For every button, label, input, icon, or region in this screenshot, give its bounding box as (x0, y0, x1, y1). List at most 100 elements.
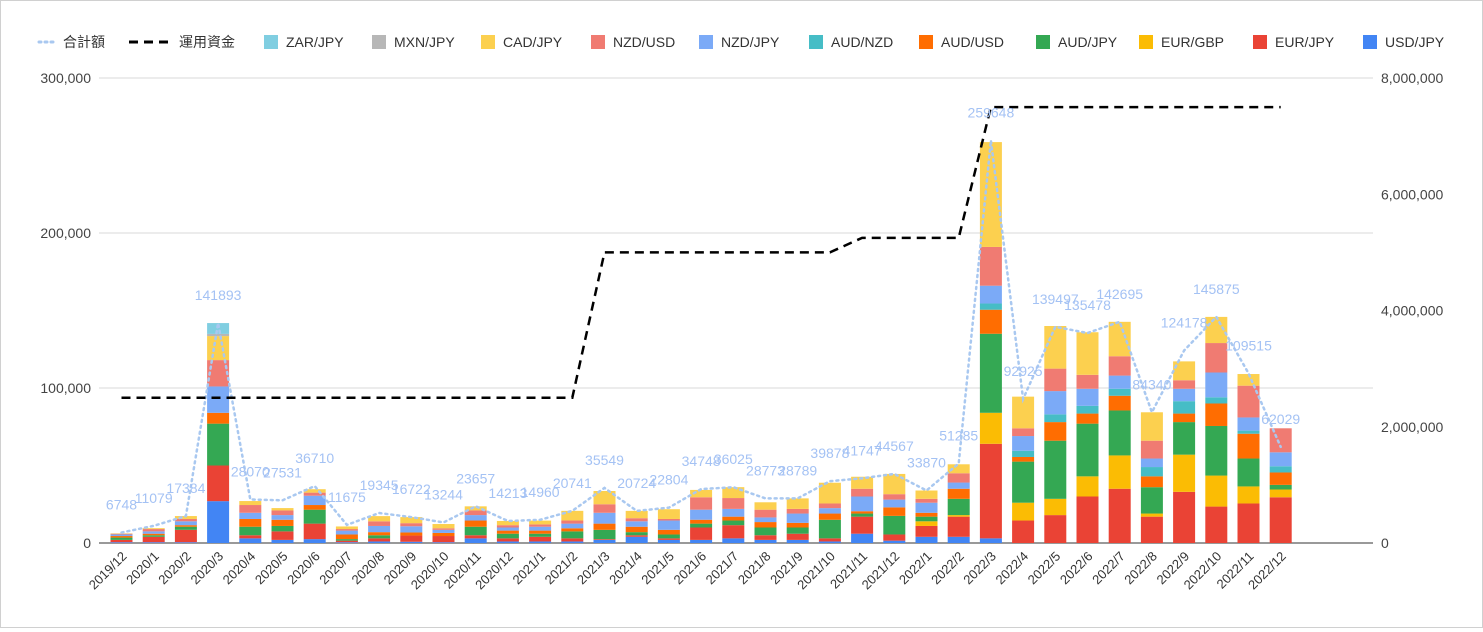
bar-segment (690, 528, 712, 540)
bar-segment (722, 525, 744, 538)
bar-segment (465, 535, 487, 538)
y-right-tick-label: 6,000,000 (1381, 186, 1443, 202)
bar-segment (1077, 332, 1099, 375)
bar-segment (1109, 410, 1131, 455)
bar-segment (851, 511, 873, 513)
bar-segment (916, 526, 938, 537)
bar-segment (1044, 369, 1066, 391)
bar-segment (1205, 404, 1227, 426)
bar-segment (433, 536, 455, 542)
bar-segment (1109, 322, 1131, 356)
legend-swatch (919, 35, 933, 49)
bar-segment (948, 515, 970, 517)
bar-segment (658, 509, 680, 519)
bar-segment (1141, 412, 1163, 440)
bar-segment (207, 413, 229, 424)
bar-segment (368, 516, 390, 521)
bar-segment (433, 528, 455, 530)
bar-segment (980, 538, 1002, 543)
bar-segment (1238, 486, 1260, 503)
bar-segment (851, 489, 873, 497)
legend-swatch (1363, 35, 1377, 49)
bar-segment (1141, 467, 1163, 476)
bar-segment (883, 534, 905, 540)
x-tick-label: 2022/8 (1121, 549, 1160, 588)
x-tick-label: 2021/4 (606, 549, 645, 588)
bar-segment (787, 540, 809, 543)
bar-segment (851, 514, 873, 517)
capital-line (122, 107, 1281, 398)
bar-segment (658, 530, 680, 535)
bar-segment (143, 534, 165, 536)
legend-swatch (1253, 35, 1267, 49)
bar-segment (1044, 515, 1066, 543)
bar-segment (916, 499, 938, 503)
bar-segment (819, 508, 841, 513)
bar-segment (111, 538, 133, 540)
bar-segment (594, 530, 616, 539)
x-tick-label: 2021/5 (638, 549, 677, 588)
bar-segment (368, 541, 390, 543)
bar-segment (143, 531, 165, 533)
legend-label: EUR/GBP (1161, 34, 1224, 50)
bar-segment (1141, 517, 1163, 543)
bar-segment (1238, 417, 1260, 430)
bar-segment (1077, 389, 1099, 406)
bar-segment (239, 501, 261, 505)
bar-segment (980, 286, 1002, 304)
bar-segment (368, 526, 390, 532)
bar-segment (594, 491, 616, 504)
bar-segment (755, 528, 777, 536)
bar-segment (529, 521, 551, 525)
bar-segment (1238, 459, 1260, 487)
data-label: 20741 (553, 475, 592, 491)
bar-segment (1141, 487, 1163, 513)
x-tick-label: 2021/8 (735, 549, 774, 588)
bar-segment (1012, 503, 1034, 521)
bar-segment (626, 511, 648, 518)
data-label: 13244 (424, 486, 463, 502)
bar-segment (980, 304, 1002, 310)
bar-segment (1012, 451, 1034, 457)
bar-segment (851, 497, 873, 512)
bar-segment (465, 527, 487, 536)
bar-segment (561, 528, 583, 531)
bar-segment (916, 491, 938, 499)
data-label: 92925 (1004, 363, 1043, 379)
x-tick-label: 2022/3 (960, 549, 999, 588)
bar-segment (883, 494, 905, 499)
bar-segment (1012, 428, 1034, 436)
bar-segment (433, 542, 455, 543)
bar-segment (980, 310, 1002, 334)
legend-label: NZD/USD (613, 34, 675, 50)
legend-swatch (372, 35, 386, 49)
bar-segment (1044, 391, 1066, 414)
data-label: 62029 (1261, 411, 1300, 427)
bar-segment (175, 527, 197, 530)
bar-segment (465, 515, 487, 520)
data-label: 124178 (1161, 315, 1208, 331)
x-tick-label: 2022/5 (1025, 549, 1064, 588)
bar-segment (1109, 489, 1131, 543)
bar-segment (529, 527, 551, 531)
bar-segment (239, 535, 261, 538)
bar-segment (272, 510, 294, 515)
bar-segment (916, 521, 938, 526)
bar-segment (1012, 436, 1034, 451)
bar-segment (819, 538, 841, 541)
bar-segment (755, 502, 777, 509)
bar-segment (529, 541, 551, 543)
bar-segment (1141, 476, 1163, 487)
data-label: 33870 (907, 455, 946, 471)
legend-swatch (1036, 35, 1050, 49)
bar-segment (819, 520, 841, 539)
legend-swatch (1139, 35, 1153, 49)
bar-segment (1205, 507, 1227, 543)
bar-segment (239, 527, 261, 536)
bar-segment (594, 540, 616, 543)
bar-segment (658, 538, 680, 540)
bar-segment (755, 540, 777, 543)
bar-segment (175, 519, 197, 521)
